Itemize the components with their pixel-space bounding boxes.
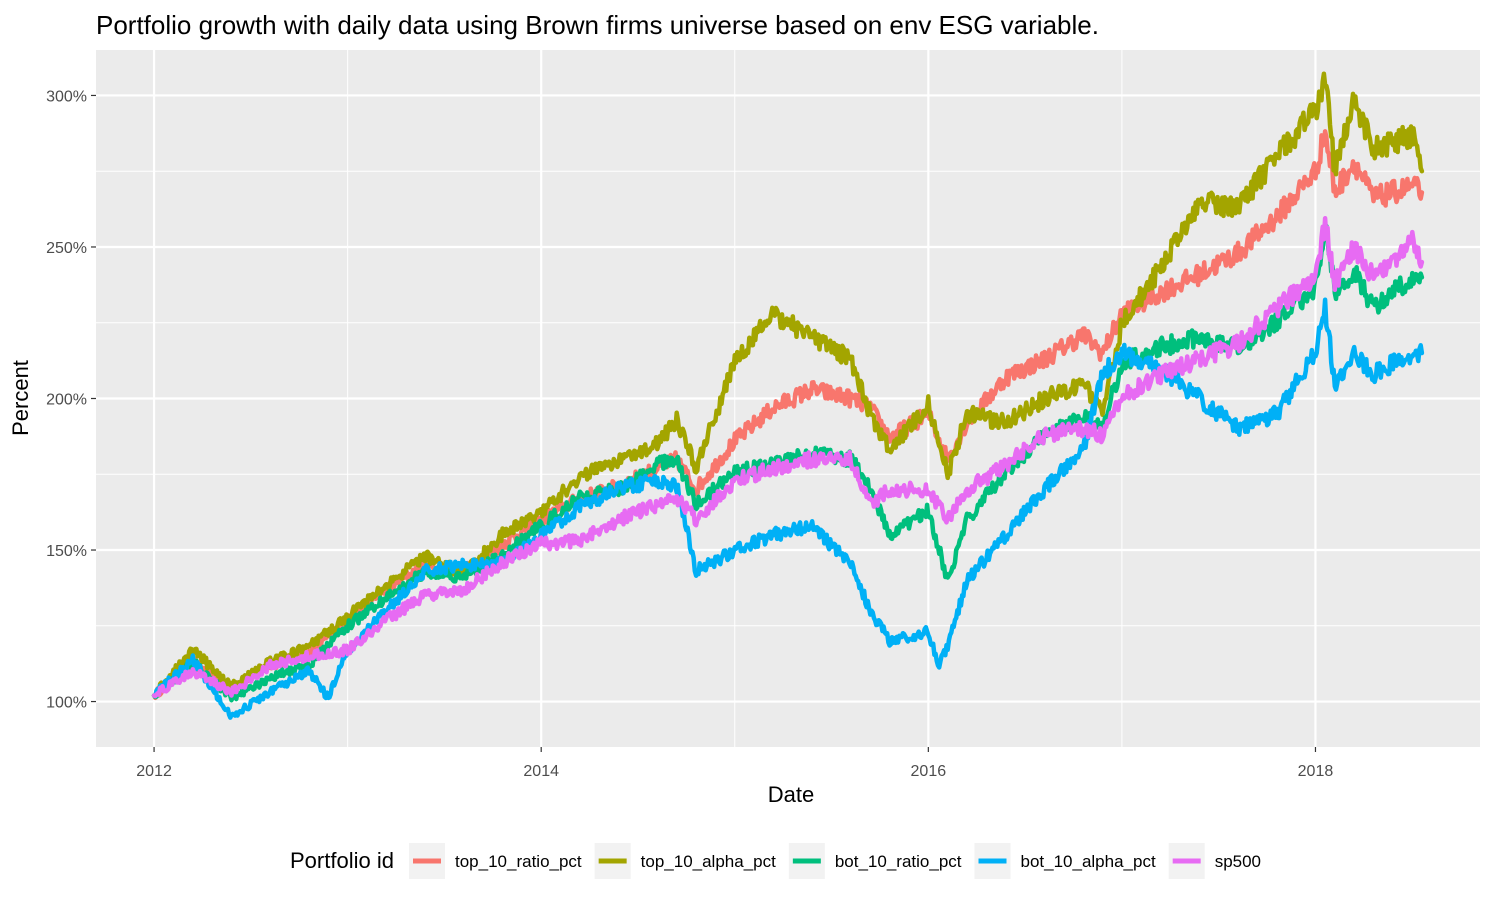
x-tick-label: 2014 (523, 763, 559, 780)
series-layer (151, 71, 1425, 720)
y-tick-label: 200% (46, 392, 87, 409)
series-line-top-10-alpha-pct (151, 71, 1425, 700)
x-tick-label: 2018 (1298, 763, 1334, 780)
series-line-sp500 (151, 216, 1425, 699)
legend-label-top-10-ratio-pct: top_10_ratio_pct (455, 852, 582, 871)
legend-title: Portfolio id (290, 848, 394, 873)
x-tick-label: 2012 (136, 763, 172, 780)
y-tick-label: 150% (46, 543, 87, 560)
y-tick-label: 100% (46, 695, 87, 712)
series-line-bot-10-alpha-pct (151, 297, 1425, 720)
y-tick-label: 300% (46, 88, 87, 105)
x-axis-title: Date (768, 782, 814, 807)
legend-label-bot-10-ratio-pct: bot_10_ratio_pct (835, 852, 962, 871)
legend-label-bot-10-alpha-pct: bot_10_alpha_pct (1021, 852, 1156, 871)
legend: Portfolio id top_10_ratio_pct top_10_alph… (290, 843, 1261, 879)
x-tick-label: 2016 (911, 763, 947, 780)
legend-label-top-10-alpha-pct: top_10_alpha_pct (641, 852, 776, 871)
legend-label-sp500: sp500 (1215, 852, 1261, 871)
chart-title: Portfolio growth with daily data using B… (96, 10, 1099, 40)
y-tick-label: 250% (46, 240, 87, 257)
x-axis: 2012 2014 2016 2018 (136, 747, 1333, 780)
y-axis-title: Percent (8, 360, 33, 436)
y-axis: 100% 150% 200% 250% 300% (46, 88, 96, 712)
series-line-bot-10-ratio-pct (151, 223, 1425, 703)
